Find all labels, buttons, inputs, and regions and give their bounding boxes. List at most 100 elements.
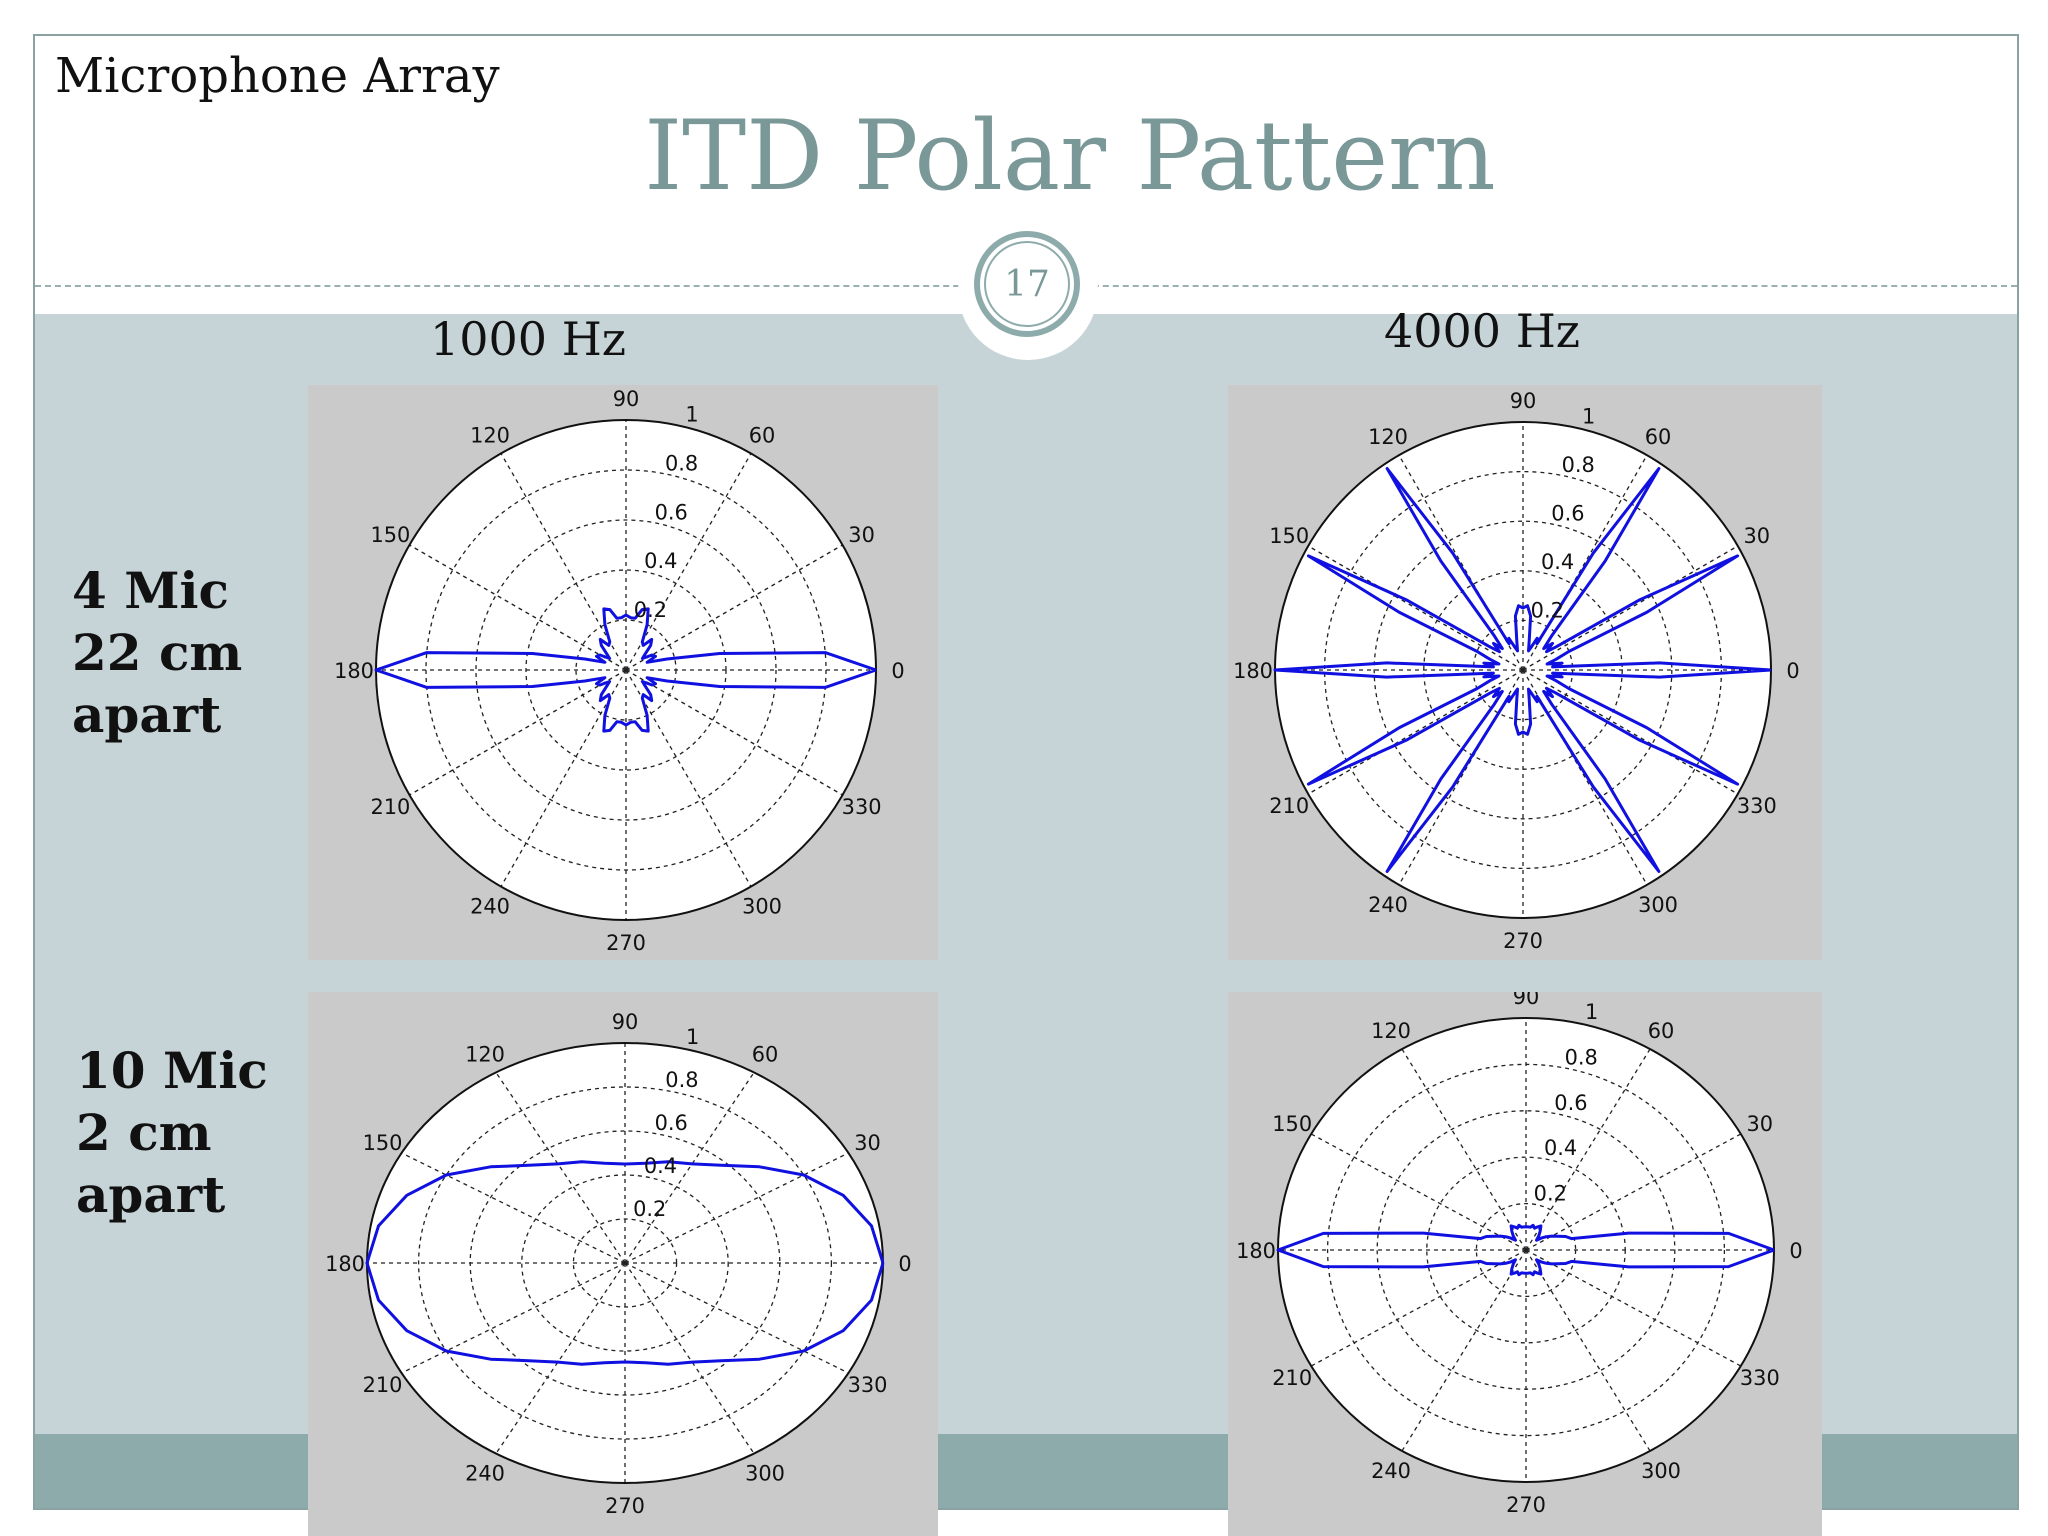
polar-plot-svg: 0 30 60 90 120 150 180 210 240 270 300 330 0.2 0.4 0.6… — [334, 387, 905, 955]
angle-tick-label: 150 — [363, 1131, 403, 1155]
angle-tick-label: 90 — [1510, 389, 1537, 413]
angle-tick-label: 150 — [1269, 524, 1309, 548]
angle-tick-label: 0 — [898, 1252, 911, 1276]
angular-grid-line — [1525, 1249, 1742, 1367]
angle-tick-label: 210 — [363, 1373, 403, 1397]
angle-tick-label: 240 — [1371, 1459, 1411, 1483]
radius-tick-label: 0.8 — [1562, 453, 1595, 477]
row-label-4-mic: 4 Mic 22 cm apart — [72, 560, 242, 746]
radius-tick-label: 0.8 — [665, 451, 698, 475]
page-number-badge: 17 — [974, 231, 1080, 337]
angular-grid-line — [409, 544, 627, 671]
angle-tick-label: 300 — [1641, 1459, 1681, 1483]
angle-tick-label: 330 — [1737, 794, 1777, 818]
angle-tick-label: 270 — [1506, 1493, 1546, 1517]
angular-grid-line — [624, 1262, 755, 1454]
angle-tick-label: 330 — [842, 795, 882, 819]
angle-tick-label: 210 — [370, 795, 410, 819]
polar-plot-svg: 0 30 60 90 120 150 180 210 240 270 300 330 0.2 0.4 0.6… — [325, 1010, 912, 1518]
angular-grid-line — [625, 453, 752, 671]
angular-grid-line — [409, 669, 627, 796]
angle-tick-label: 180 — [1233, 659, 1273, 683]
radius-tick-label: 0.6 — [1551, 502, 1584, 526]
radial-grid-ring — [475, 519, 777, 821]
radius-tick-label: 0.4 — [1541, 550, 1574, 574]
angle-tick-label: 180 — [325, 1252, 365, 1276]
angle-tick-label: 240 — [465, 1462, 505, 1486]
radius-tick-label: 0.2 — [633, 1197, 666, 1221]
angle-tick-label: 30 — [854, 1131, 881, 1155]
row-label-line: apart — [72, 685, 222, 744]
radius-tick-label: 0.2 — [634, 598, 667, 622]
angle-tick-label: 210 — [1272, 1366, 1312, 1390]
angle-tick-label: 90 — [612, 1010, 639, 1034]
section-title: Microphone Array — [55, 48, 500, 104]
polar-plot-svg: 0 30 60 90 120 150 180 210 240 270 300 330 0.2 0.4 0.6… — [1233, 389, 1800, 953]
angle-tick-label: 270 — [605, 1494, 645, 1518]
polar-series-line — [1276, 1223, 1775, 1277]
angular-grid-line — [624, 1072, 755, 1264]
slide-title: ITD Polar Pattern — [644, 100, 1496, 212]
angle-tick-label: 120 — [465, 1042, 505, 1066]
angle-tick-label: 120 — [1368, 425, 1408, 449]
radial-grid-ring — [1373, 520, 1673, 820]
angle-tick-label: 30 — [1744, 524, 1771, 548]
angular-grid-line — [624, 1262, 849, 1374]
angle-tick-label: 270 — [606, 931, 646, 955]
angular-grid-line — [1525, 1133, 1742, 1251]
angle-tick-label: 150 — [370, 523, 410, 547]
angle-tick-label: 240 — [470, 895, 510, 919]
angle-tick-label: 30 — [848, 523, 875, 547]
angular-grid-line — [500, 453, 627, 671]
polar-plot-4mic-4000hz: 0 30 60 90 120 150 180 210 240 270 300 330 0.2 0.4 0.6… — [1228, 385, 1822, 960]
angle-tick-label: 120 — [1371, 1019, 1411, 1043]
angle-tick-label: 60 — [1645, 425, 1672, 449]
radius-tick-label: 0.6 — [655, 1111, 688, 1135]
polar-plot-10mic-4000hz: 0 30 60 90 120 150 180 210 240 270 300 330 0.2 0.4 0.6… — [1228, 992, 1822, 1536]
radius-tick-label: 1 — [1585, 1000, 1598, 1024]
angular-grid-line — [401, 1262, 626, 1374]
angle-tick-label: 120 — [470, 423, 510, 447]
row-label-10-mic: 10 Mic 2 cm apart — [76, 1040, 268, 1226]
angular-grid-line — [624, 1152, 849, 1264]
angular-grid-line — [625, 669, 843, 796]
angle-tick-label: 300 — [1638, 893, 1678, 917]
angle-tick-label: 150 — [1272, 1112, 1312, 1136]
row-label-line: 4 Mic — [72, 561, 229, 620]
radius-tick-label: 0.8 — [665, 1068, 698, 1092]
angular-grid-line — [1310, 1249, 1527, 1367]
radius-tick-label: 0.4 — [644, 549, 677, 573]
angle-tick-label: 300 — [745, 1462, 785, 1486]
angle-tick-label: 0 — [1789, 1239, 1802, 1263]
angle-tick-label: 60 — [749, 423, 776, 447]
angular-grid-line — [1310, 1133, 1527, 1251]
column-label-1000hz: 1000 Hz — [430, 312, 627, 366]
radius-tick-label: 0.8 — [1565, 1046, 1598, 1070]
radius-tick-label: 0.6 — [655, 500, 688, 524]
angle-tick-label: 330 — [1740, 1366, 1780, 1390]
angular-grid-line — [495, 1072, 626, 1264]
angle-tick-label: 240 — [1368, 893, 1408, 917]
polar-series-line — [1273, 467, 1772, 873]
angular-grid-line — [500, 669, 627, 887]
row-label-line: 10 Mic — [76, 1041, 268, 1100]
angle-tick-label: 60 — [752, 1042, 779, 1066]
radius-tick-label: 0.4 — [644, 1154, 677, 1178]
angle-tick-label: 0 — [1786, 659, 1799, 683]
radius-tick-label: 0.6 — [1554, 1091, 1587, 1115]
row-label-line: 22 cm — [72, 623, 243, 682]
angle-tick-label: 0 — [891, 659, 904, 683]
radial-grid-ring — [1323, 470, 1723, 870]
radial-grid-ring — [417, 1086, 833, 1440]
row-label-line: apart — [76, 1165, 226, 1224]
column-label-4000hz: 4000 Hz — [1384, 304, 1581, 358]
angle-tick-label: 300 — [742, 895, 782, 919]
angular-grid-line — [401, 1152, 626, 1264]
polar-plot-svg: 0 30 60 90 120 150 180 210 240 270 300 330 0.2 0.4 0.6… — [1236, 992, 1803, 1517]
angle-tick-label: 90 — [613, 387, 640, 411]
polar-series-line — [365, 1160, 885, 1366]
angle-tick-label: 330 — [848, 1373, 888, 1397]
page-number: 17 — [984, 241, 1070, 327]
radius-tick-label: 1 — [685, 403, 698, 427]
angle-tick-label: 210 — [1269, 794, 1309, 818]
